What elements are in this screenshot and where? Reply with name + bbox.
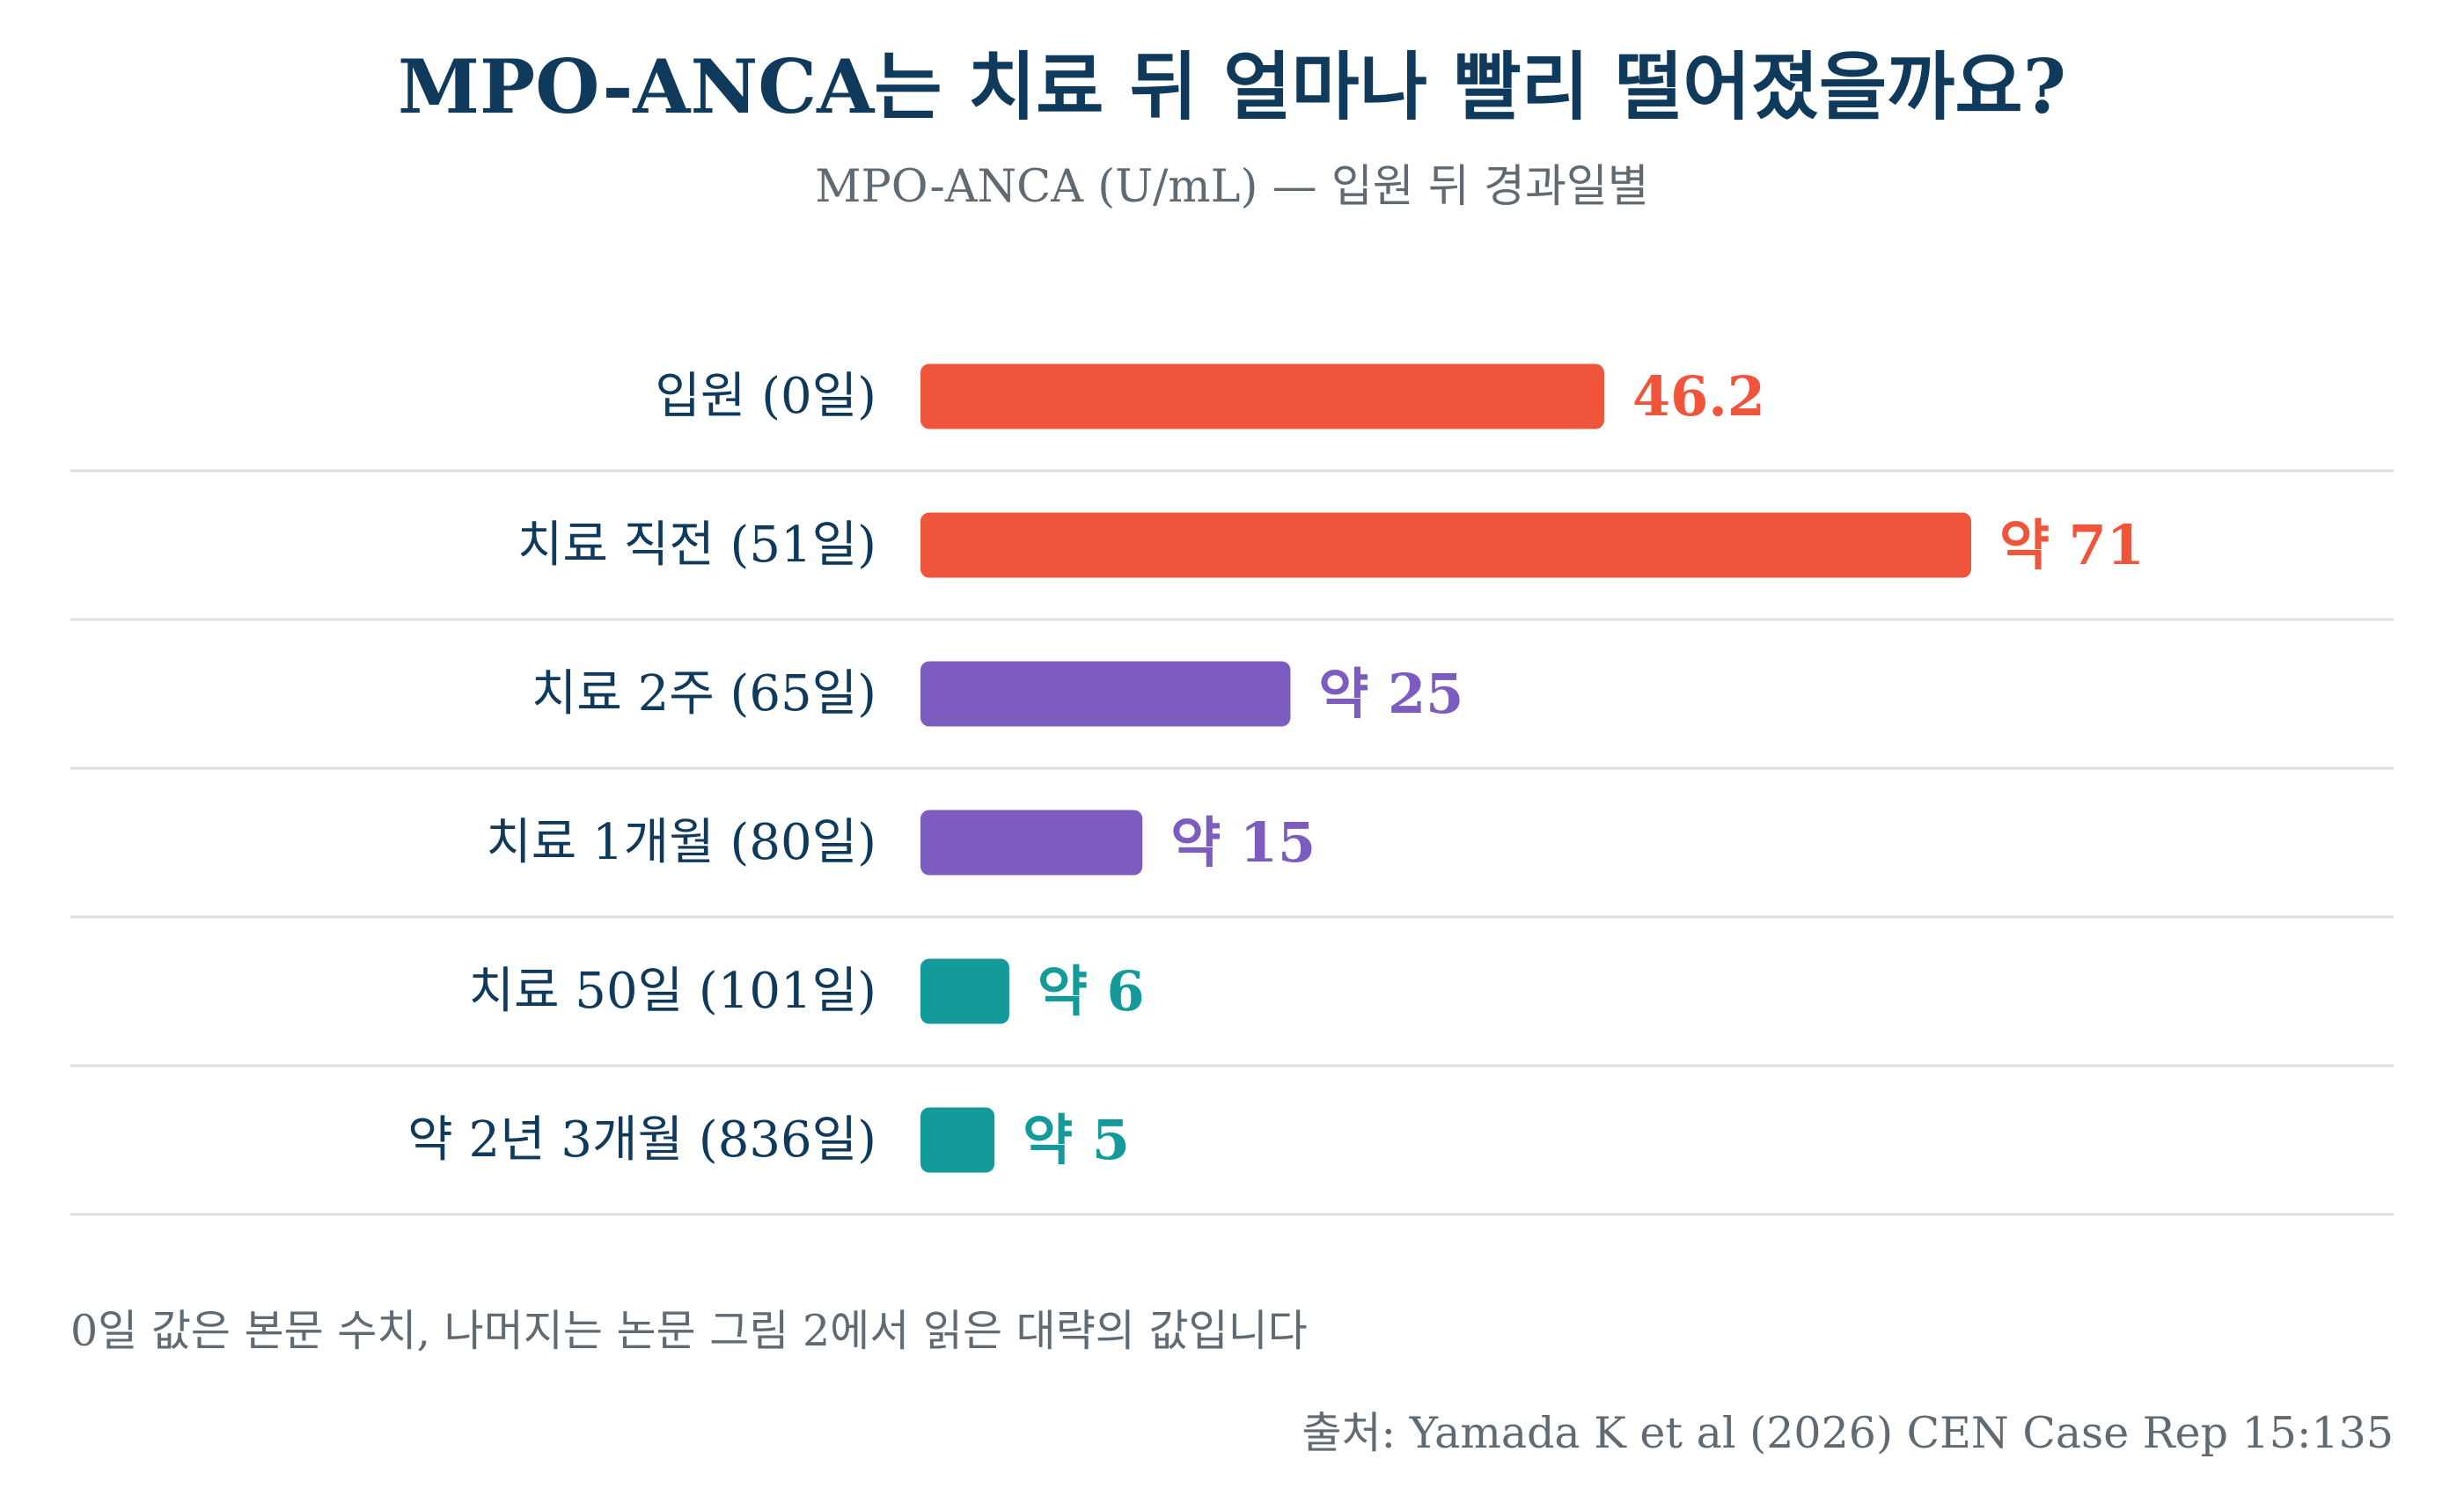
value-label: 46.2	[1632, 364, 1765, 429]
category-label: 치료 50일 (101일)	[468, 963, 876, 1020]
chart-source: 출처: Yamada K et al (2026) CEN Case Rep 1…	[1302, 1408, 2394, 1458]
bar	[920, 661, 1291, 727]
category-label: 입원 (0일)	[655, 368, 876, 425]
value-label: 약 71	[1999, 513, 2145, 577]
chart-subtitle: MPO-ANCA (U/mL) — 입원 뒤 경과일별	[815, 161, 1649, 213]
bar	[920, 1107, 995, 1173]
chart-title: MPO-ANCA는 치료 뒤 얼마나 빨리 떨어졌을까요?	[398, 43, 2066, 130]
value-label: 약 6	[1038, 959, 1145, 1023]
bar	[920, 363, 1604, 429]
value-label: 약 25	[1318, 662, 1463, 726]
chart-note: 0일 값은 본문 수치, 나머지는 논문 그림 2에서 읽은 대략의 값입니다	[70, 1306, 1308, 1356]
category-label: 약 2년 3개월 (836일)	[407, 1111, 876, 1169]
bar	[920, 810, 1143, 876]
category-label: 치료 1개월 (80일)	[486, 814, 876, 871]
bar	[920, 958, 1009, 1024]
value-label: 약 5	[1023, 1108, 1130, 1172]
bar	[920, 512, 1971, 578]
value-label: 약 15	[1170, 810, 1316, 875]
category-label: 치료 2주 (65일)	[532, 665, 876, 722]
category-label: 치료 직전 (51일)	[517, 517, 876, 574]
